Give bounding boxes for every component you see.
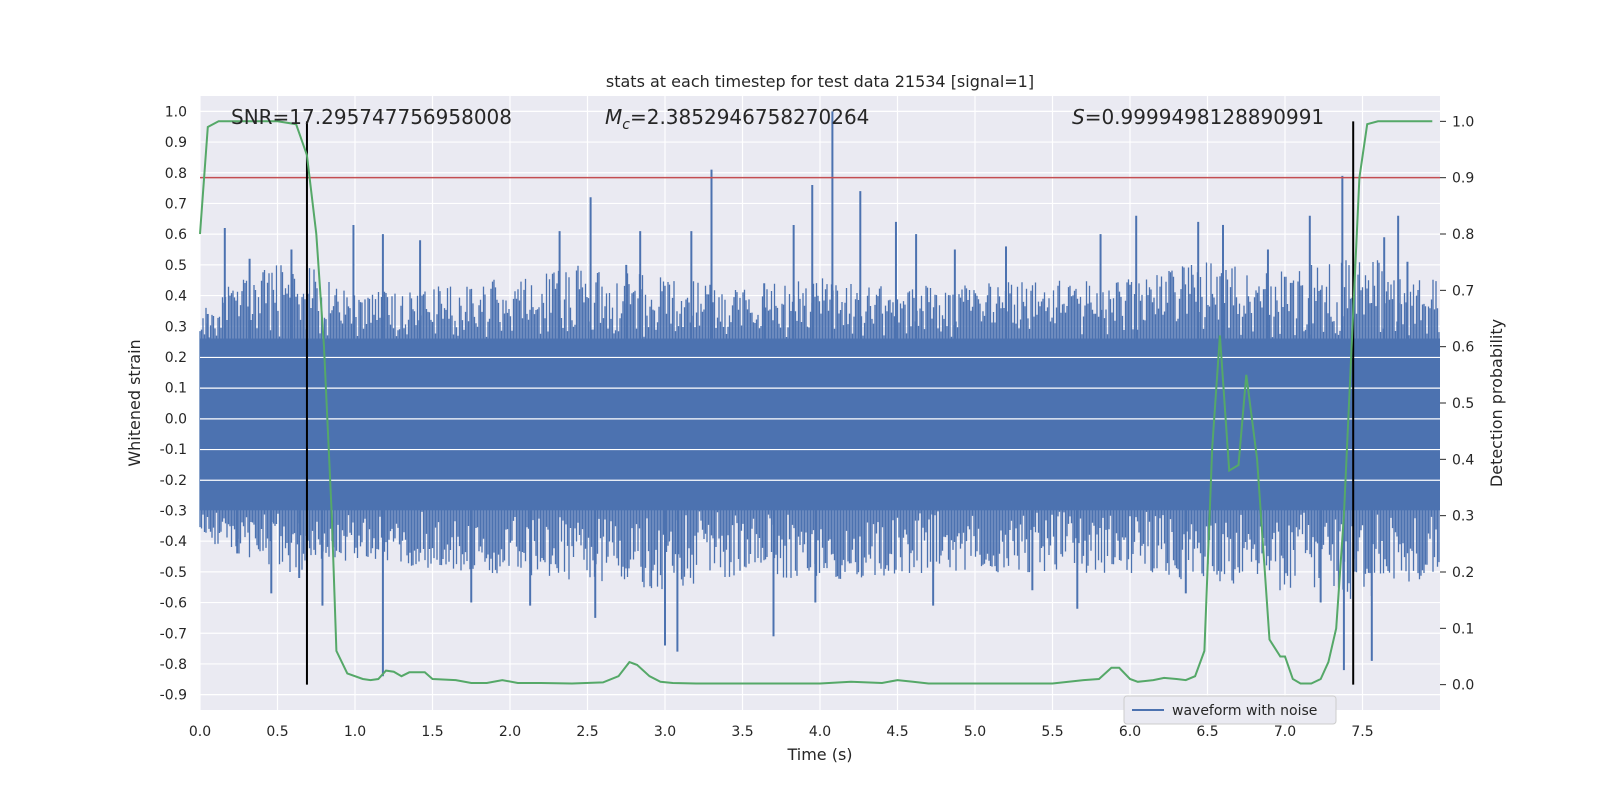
legend: waveform with noise xyxy=(1123,695,1337,725)
score-value: =0.9999498128890991 xyxy=(1085,105,1324,129)
y-tick-label: 0.5 xyxy=(165,258,187,274)
y-tick-label: 0.6 xyxy=(165,227,187,243)
dense-band-gridlines xyxy=(200,356,1440,481)
y-tick-label: 0.9 xyxy=(165,135,187,151)
y-tick-label: -0.7 xyxy=(160,626,187,642)
y2-tick-label: 0.9 xyxy=(1452,171,1474,187)
y-tick-label: -0.9 xyxy=(160,688,187,704)
y2-axis-label: Detection probability xyxy=(1487,319,1506,487)
legend-box xyxy=(1123,695,1337,725)
y2-tick-label: 1.0 xyxy=(1452,114,1474,130)
y-tick-label: 0.1 xyxy=(165,381,187,397)
x-tick-label: 2.5 xyxy=(576,724,598,740)
y-tick-label: -0.1 xyxy=(160,442,187,458)
y2-tick-label: 0.4 xyxy=(1452,452,1474,468)
y-tick-label: -0.4 xyxy=(160,534,187,550)
y2-tick-label: 0.8 xyxy=(1452,227,1474,243)
chirp-mass-symbol: M xyxy=(605,105,622,129)
x-tick-label: 7.0 xyxy=(1274,724,1296,740)
snr-annotation: SNR=17.295747756958008 xyxy=(231,105,512,129)
x-tick-label: 3.0 xyxy=(654,724,676,740)
y-tick-label: 0.7 xyxy=(165,196,187,212)
chirp-mass-value: =2.3852946758270264 xyxy=(630,105,869,129)
x-tick-label: 6.5 xyxy=(1196,724,1218,740)
y-axis-label: Whitened strain xyxy=(125,339,144,466)
waveform-trace xyxy=(199,260,1440,599)
x-tick-label: 4.0 xyxy=(809,724,831,740)
y-tick-labels: 1.0 0.9 0.8 0.7 0.6 0.5 0.4 0.3 0.2 0.1 0.0 -0.1 -0.… xyxy=(160,104,187,703)
chirp-mass-annotation: Mc=2.3852946758270264 xyxy=(605,105,869,133)
y2-tick-label: 0.1 xyxy=(1452,621,1474,637)
x-tick-label: 0.0 xyxy=(189,724,211,740)
x-tick-label: 3.5 xyxy=(731,724,753,740)
y-tick-label: 0.3 xyxy=(165,319,187,335)
chirp-mass-subscript: c xyxy=(622,117,630,133)
x-tick-label: 0.5 xyxy=(266,724,288,740)
score-annotation: S=0.9999498128890991 xyxy=(1072,105,1324,129)
waveform-series xyxy=(199,111,1440,677)
y-tick-label: -0.5 xyxy=(160,565,187,581)
vertical-markers xyxy=(305,121,1355,685)
y2-tick-label: 0.7 xyxy=(1452,283,1474,299)
y-tick-label: 1.0 xyxy=(165,104,187,120)
y2-tick-labels: 1.0 0.9 0.8 0.7 0.6 0.5 0.4 0.3 0.2 0.1 0.0 xyxy=(1440,114,1474,694)
probability-line xyxy=(199,120,1433,685)
chart-title: stats at each timestep for test data 215… xyxy=(606,72,1034,91)
x-tick-label: 4.5 xyxy=(886,724,908,740)
y-tick-label: 0.8 xyxy=(165,166,187,182)
y-tick-label: -0.3 xyxy=(160,503,187,519)
x-tick-label: 7.5 xyxy=(1351,724,1373,740)
y-tick-label: 0.4 xyxy=(165,289,187,305)
legend-entry-waveform: waveform with noise xyxy=(1172,703,1317,719)
y2-tick-label: 0.0 xyxy=(1452,678,1474,694)
x-tick-label: 5.0 xyxy=(964,724,986,740)
y-tick-label: 0.2 xyxy=(165,350,187,366)
x-tick-label: 1.0 xyxy=(344,724,366,740)
y-tick-label: -0.6 xyxy=(160,596,187,612)
y2-tick-label: 0.6 xyxy=(1452,340,1474,356)
y2-tick-label: 0.5 xyxy=(1452,396,1474,412)
y-tick-label: 0.0 xyxy=(165,411,187,427)
y-tick-label: -0.2 xyxy=(160,473,187,489)
x-tick-label: 6.0 xyxy=(1119,724,1141,740)
y2-tick-label: 0.2 xyxy=(1452,565,1474,581)
x-tick-labels: 0.0 0.5 1.0 1.5 2.0 2.5 3.0 3.5 4.0 4.5 5.0 5.5 6.0 6… xyxy=(189,724,1374,740)
x-tick-label: 5.5 xyxy=(1041,724,1063,740)
x-axis-label: Time (s) xyxy=(786,745,852,764)
score-symbol: S xyxy=(1072,105,1085,129)
x-tick-label: 1.5 xyxy=(421,724,443,740)
x-tick-label: 2.0 xyxy=(499,724,521,740)
y-tick-label: -0.8 xyxy=(160,657,187,673)
y2-tick-label: 0.3 xyxy=(1452,509,1474,525)
